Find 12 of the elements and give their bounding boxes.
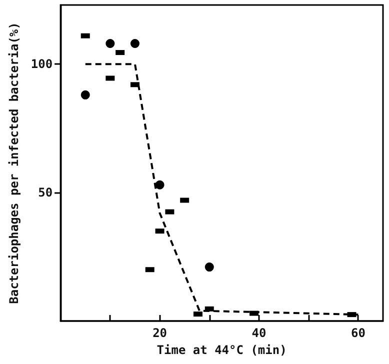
x-tick-label: 20: [152, 326, 168, 340]
y-tick-label: 50: [38, 186, 53, 200]
point: [130, 39, 140, 48]
x-tick-label: 40: [252, 326, 266, 340]
point: [204, 262, 214, 272]
point: [80, 90, 90, 100]
point: [155, 180, 164, 190]
y-tick-label: 100: [30, 57, 53, 72]
y-axis-title: Bacteriophages per infected bacteria(%): [7, 22, 21, 304]
x-axis-title: Time at 44°C (min): [156, 342, 287, 357]
point: [106, 39, 115, 48]
x-tick-label: 60: [350, 326, 366, 340]
